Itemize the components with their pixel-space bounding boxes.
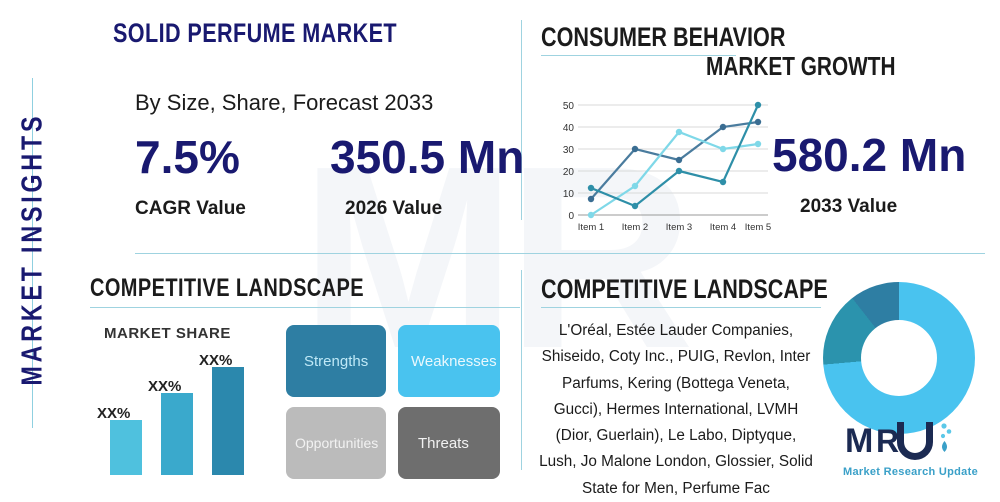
svg-text:40: 40 <box>563 123 575 134</box>
svg-text:50: 50 <box>563 101 575 112</box>
svg-text:10: 10 <box>563 189 575 200</box>
svg-text:Item 1: Item 1 <box>578 222 604 233</box>
svg-text:Item 2: Item 2 <box>622 222 648 233</box>
svg-text:Item 4: Item 4 <box>710 222 736 233</box>
svg-text:20: 20 <box>563 167 575 178</box>
svg-text:Item 5: Item 5 <box>745 222 771 233</box>
svg-text:M: M <box>845 422 873 460</box>
svg-text:R: R <box>876 423 899 459</box>
svg-text:Item 3: Item 3 <box>666 222 692 233</box>
svg-text:30: 30 <box>563 145 575 156</box>
svg-text:0: 0 <box>568 211 574 222</box>
